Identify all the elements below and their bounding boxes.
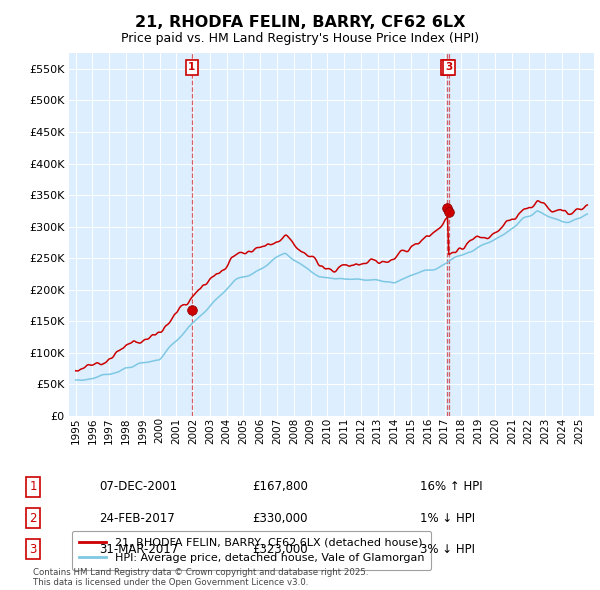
- Text: 1% ↓ HPI: 1% ↓ HPI: [420, 512, 475, 525]
- Text: Contains HM Land Registry data © Crown copyright and database right 2025.
This d: Contains HM Land Registry data © Crown c…: [33, 568, 368, 587]
- Text: 21, RHODFA FELIN, BARRY, CF62 6LX: 21, RHODFA FELIN, BARRY, CF62 6LX: [135, 15, 465, 30]
- Text: 31-MAR-2017: 31-MAR-2017: [99, 543, 178, 556]
- Text: £330,000: £330,000: [252, 512, 308, 525]
- Text: 24-FEB-2017: 24-FEB-2017: [99, 512, 175, 525]
- Text: 2: 2: [443, 62, 451, 72]
- Text: 2: 2: [29, 512, 37, 525]
- Text: 1: 1: [188, 62, 196, 72]
- Text: 1: 1: [29, 480, 37, 493]
- Text: £323,000: £323,000: [252, 543, 308, 556]
- Text: 16% ↑ HPI: 16% ↑ HPI: [420, 480, 482, 493]
- Text: 3: 3: [445, 62, 452, 72]
- Text: 3: 3: [29, 543, 37, 556]
- Text: Price paid vs. HM Land Registry's House Price Index (HPI): Price paid vs. HM Land Registry's House …: [121, 32, 479, 45]
- Legend: 21, RHODFA FELIN, BARRY, CF62 6LX (detached house), HPI: Average price, detached: 21, RHODFA FELIN, BARRY, CF62 6LX (detac…: [72, 531, 431, 570]
- Text: 3% ↓ HPI: 3% ↓ HPI: [420, 543, 475, 556]
- Text: £167,800: £167,800: [252, 480, 308, 493]
- Text: 07-DEC-2001: 07-DEC-2001: [99, 480, 177, 493]
